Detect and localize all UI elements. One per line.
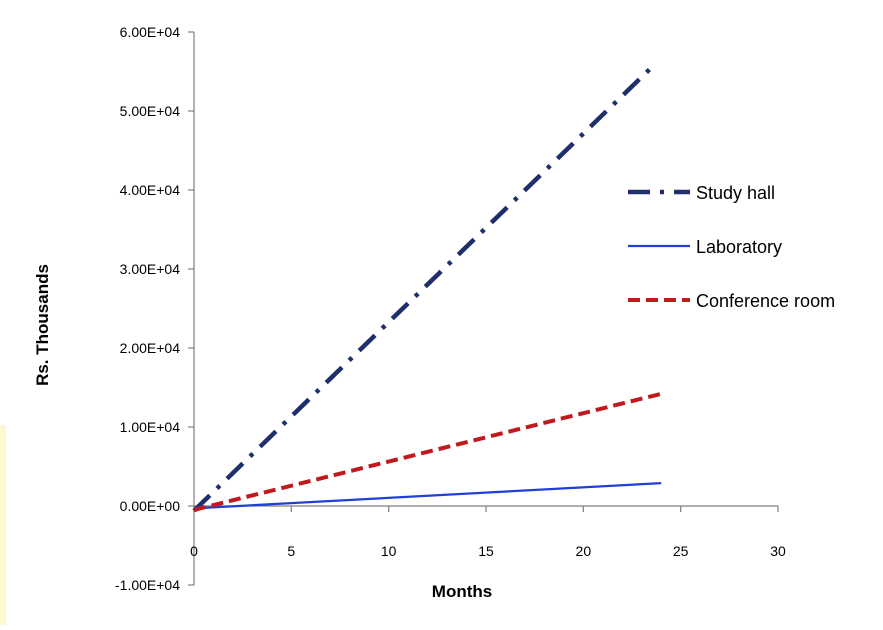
series-line-laboratory <box>193 482 662 510</box>
series-layer <box>192 65 662 513</box>
y-tick-label: 4.00E+04 <box>120 182 181 198</box>
y-tick-label: 0.00E+00 <box>120 498 181 514</box>
left-edge-strip <box>0 425 6 625</box>
x-axis-title: Months <box>432 582 492 601</box>
x-tick-label: 25 <box>673 543 689 559</box>
y-tick-label: 1.00E+04 <box>120 419 181 435</box>
y-tick-label: 5.00E+04 <box>120 103 181 119</box>
x-tick-label: 10 <box>381 543 397 559</box>
legend: Study hall Laboratory Conference room <box>628 183 835 311</box>
x-tick-label: 0 <box>190 543 198 559</box>
x-tick-label: 30 <box>770 543 786 559</box>
y-axis-title: Rs. Thousands <box>33 264 52 386</box>
x-tick-label: 15 <box>478 543 494 559</box>
legend-label: Conference room <box>696 291 835 311</box>
x-axis-ticks: 0 5 10 15 20 25 30 <box>190 506 786 559</box>
x-tick-label: 5 <box>287 543 295 559</box>
y-tick-label: -1.00E+04 <box>115 577 180 593</box>
legend-label: Study hall <box>696 183 775 203</box>
x-tick-label: 20 <box>576 543 592 559</box>
axes <box>193 32 778 585</box>
y-axis-ticks: -1.00E+04 0.00E+00 1.00E+04 2.00E+04 3.00E+0… <box>115 24 194 593</box>
series-line-study-hall <box>192 65 654 513</box>
series-line-conference-room <box>193 391 662 512</box>
legend-label: Laboratory <box>696 237 782 257</box>
y-tick-label: 2.00E+04 <box>120 340 181 356</box>
y-tick-label: 6.00E+04 <box>120 24 181 40</box>
y-tick-label: 3.00E+04 <box>120 261 181 277</box>
